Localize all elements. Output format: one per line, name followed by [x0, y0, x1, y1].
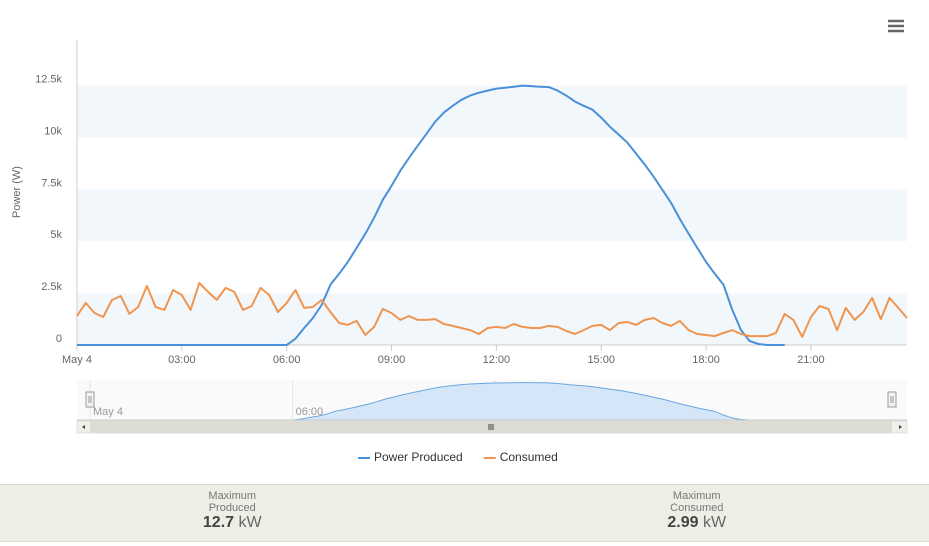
scrollbar-grip	[488, 424, 494, 430]
y-tick-label: 0	[56, 333, 62, 345]
y-tick-label: 5k	[50, 229, 62, 241]
stat-value: 12.7 kW	[0, 514, 465, 532]
navigator-label: May 4	[93, 406, 123, 418]
x-tick-label: 15:00	[587, 354, 615, 366]
plot-band	[77, 189, 907, 242]
plot-band	[77, 85, 907, 138]
navigator-handle-grip	[88, 396, 92, 403]
stat-unit: kW	[702, 514, 727, 531]
stat: Maximum Consumed 2.99 kW	[465, 485, 929, 541]
y-axis-title: Power (W)	[11, 166, 23, 218]
navigator-label: 06:00	[296, 406, 324, 418]
y-tick-label: 2.5k	[41, 281, 62, 293]
menu-button[interactable]	[887, 19, 905, 35]
menu-icon[interactable]	[888, 19, 904, 33]
legend-item[interactable]: Power Produced	[358, 450, 463, 464]
navigator-handle-grip	[890, 396, 894, 403]
y-tick-label: 7.5k	[41, 177, 62, 189]
navigator-handle[interactable]	[887, 391, 897, 408]
x-tick-label: 09:00	[378, 354, 406, 366]
y-tick-label: 10k	[44, 125, 62, 137]
navigator-handle-box[interactable]	[887, 391, 897, 408]
x-tick-label: 21:00	[797, 354, 825, 366]
legend-label: Power Produced	[374, 450, 463, 464]
navigator-handle[interactable]	[85, 391, 95, 408]
series-line	[76, 282, 908, 338]
navigator-handle-box[interactable]	[85, 391, 95, 408]
stat-value: 2.99 kW	[465, 514, 929, 532]
x-tick-label: 06:00	[273, 354, 301, 366]
legend-label: Consumed	[500, 450, 558, 464]
x-tick-label: May 4	[62, 354, 92, 366]
stat-label: Maximum Consumed	[670, 490, 724, 514]
stat-num: 12.7	[202, 514, 235, 531]
stat: Maximum Produced 12.7 kW	[0, 485, 465, 541]
stat-unit: kW	[238, 514, 262, 531]
stat-num: 2.99	[667, 514, 699, 531]
x-tick-label: 03:00	[168, 354, 196, 366]
x-tick-label: 12:00	[483, 354, 511, 366]
y-tick-label: 12.5k	[35, 74, 62, 86]
legend-item[interactable]: Consumed	[483, 450, 558, 464]
chart: Power (W) 0 2.5k 5k 7.5k 10k 12.5k May 4 03:00 0…	[11, 19, 908, 464]
x-tick-label: 18:00	[692, 354, 720, 366]
footer: Maximum Produced 12.7 kW Maximum Consumed 2…	[0, 484, 929, 542]
series-line	[77, 84, 785, 346]
stat-label: Maximum Produced	[208, 490, 257, 514]
